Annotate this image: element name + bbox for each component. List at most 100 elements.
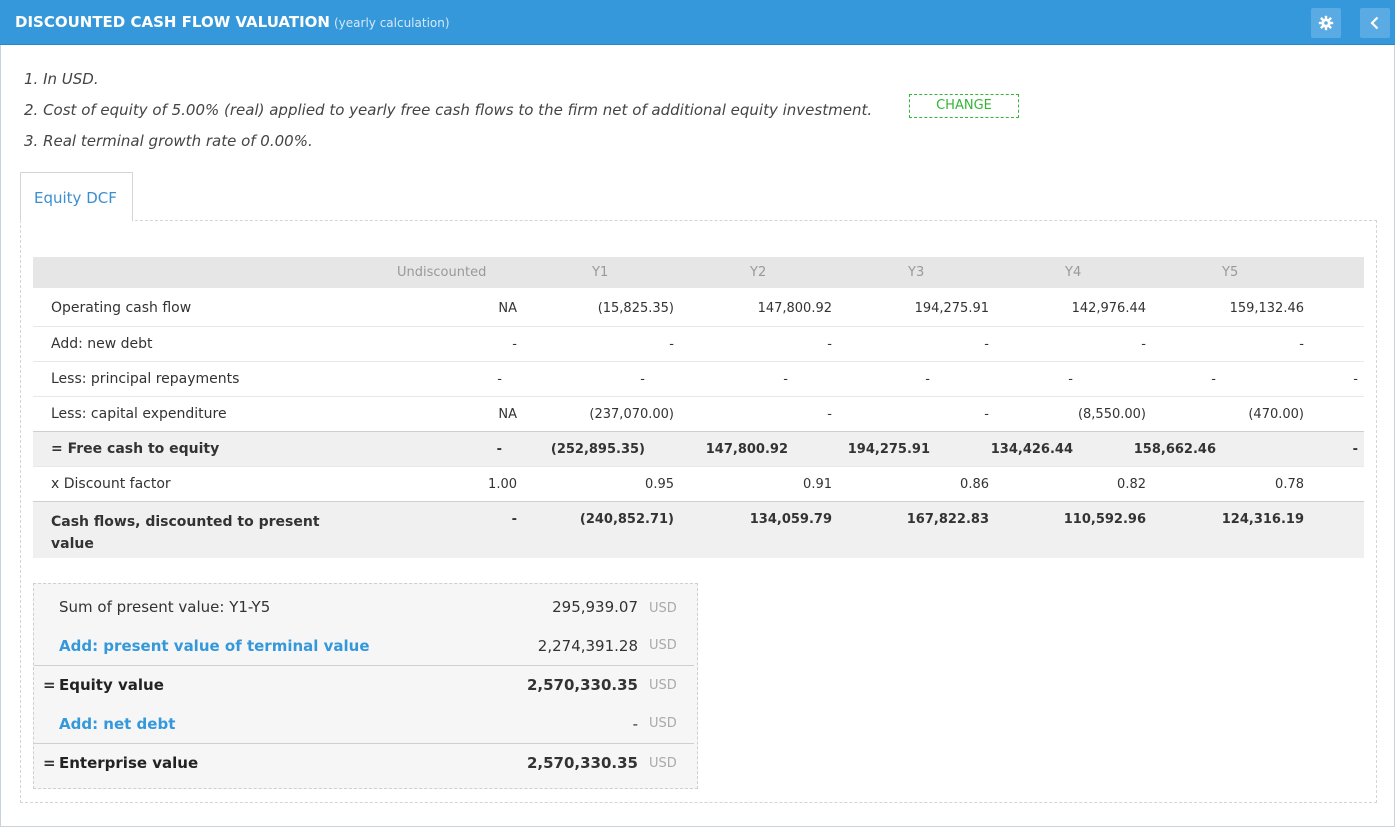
table-cell: (8,550.00) xyxy=(1077,407,1146,422)
terminal-value-link[interactable]: Add: present value of terminal value xyxy=(59,637,370,655)
table-cell: - xyxy=(1352,442,1358,457)
col-y2: Y2 xyxy=(750,265,767,280)
table-cell: - xyxy=(925,372,930,387)
row-label: x Discount factor xyxy=(51,476,171,492)
row-label: = Free cash to equity xyxy=(51,441,220,457)
summary-value: 2,274,391.28 xyxy=(537,637,638,655)
table-cell: 134,059.79 xyxy=(749,512,832,527)
settings-button[interactable] xyxy=(1311,8,1341,38)
table-cell: (240,852.71) xyxy=(579,512,674,527)
table-cell: (470.00) xyxy=(1248,407,1304,422)
table-cell: - xyxy=(1068,372,1073,387)
col-undiscounted: Undiscounted xyxy=(397,265,487,280)
table-cell: NA xyxy=(498,301,517,316)
table-row: Operating cash flow NA (15,825.35) 147,8… xyxy=(33,291,1364,327)
table-cell: 0.86 xyxy=(960,477,989,492)
table-cell: 158,662.46 xyxy=(1133,442,1216,457)
table-cell: - xyxy=(827,337,832,352)
table-cell: 142,976.44 xyxy=(1071,301,1146,316)
net-debt-link[interactable]: Add: net debt xyxy=(59,715,176,733)
summary-label: Enterprise value xyxy=(59,754,199,772)
table-cell: - xyxy=(669,337,674,352)
col-y3: Y3 xyxy=(908,265,925,280)
summary-label: Sum of present value: Y1-Y5 xyxy=(59,598,271,616)
table-cell: - xyxy=(1353,372,1358,387)
table-cell: 110,592.96 xyxy=(1063,512,1146,527)
table-row: x Discount factor 1.00 0.95 0.91 0.86 0.… xyxy=(33,467,1364,502)
table-cell: - xyxy=(827,407,832,422)
summary-unit: USD xyxy=(649,678,677,693)
panel-header: DISCOUNTED CASH FLOW VALUATION (yearly ca… xyxy=(0,0,1395,45)
table-cell: - xyxy=(512,337,517,352)
table-cell: - xyxy=(496,442,502,457)
table-cell: 124,316.19 xyxy=(1221,512,1304,527)
summary-unit: USD xyxy=(649,601,677,616)
table-cell: - xyxy=(1141,337,1146,352)
summary-row-net-debt: Add: net debt - USD xyxy=(34,715,694,743)
table-cell: 167,822.83 xyxy=(906,512,989,527)
table-cell: - xyxy=(497,372,502,387)
table-cell: 147,800.92 xyxy=(757,301,832,316)
table-cell: 1.00 xyxy=(488,477,517,492)
row-label: Cash flows, discounted to present value xyxy=(51,511,320,555)
table-cell: (237,070.00) xyxy=(589,407,674,422)
table-cell: - xyxy=(511,512,517,527)
table-cell: 0.95 xyxy=(645,477,674,492)
summary-value: 2,570,330.35 xyxy=(526,754,638,772)
equals-sign: = xyxy=(43,754,56,772)
change-button[interactable]: CHANGE xyxy=(909,94,1019,118)
table-cell: 159,132.46 xyxy=(1229,301,1304,316)
note-terminal-growth: 3. Real terminal growth rate of 0.00%. xyxy=(24,132,313,150)
table-cell: 194,275.91 xyxy=(847,442,930,457)
equals-sign: = xyxy=(43,676,56,694)
summary-row-enterprise: = Enterprise value 2,570,330.35 USD xyxy=(34,743,694,783)
row-label: Less: principal repayments xyxy=(51,371,240,387)
row-label: Add: new debt xyxy=(51,336,153,352)
table-cell: 0.78 xyxy=(1275,477,1304,492)
note-cost-of-equity: 2. Cost of equity of 5.00% (real) applie… xyxy=(24,101,873,119)
chevron-left-icon xyxy=(1370,16,1379,30)
table-row: Add: new debt - - - - - - xyxy=(33,327,1364,362)
table-cell: - xyxy=(1211,372,1216,387)
table-cell: NA xyxy=(498,407,517,422)
table-header: Undiscounted Y1 Y2 Y3 Y4 Y5 xyxy=(33,257,1364,288)
summary-unit: USD xyxy=(649,638,677,653)
summary-value: - xyxy=(632,715,638,733)
col-y5: Y5 xyxy=(1222,265,1239,280)
table-cell: 0.82 xyxy=(1117,477,1146,492)
table-cell: 0.91 xyxy=(803,477,832,492)
panel-title: DISCOUNTED CASH FLOW VALUATION (yearly ca… xyxy=(15,13,450,31)
row-label-line1: Cash flows, discounted to present xyxy=(51,514,320,530)
gear-icon xyxy=(1318,15,1334,31)
assumption-notes: 1. In USD. 2. Cost of equity of 5.00% (r… xyxy=(24,64,872,157)
table-cell: 147,800.92 xyxy=(705,442,788,457)
summary-row-equity: = Equity value 2,570,330.35 USD xyxy=(34,665,694,705)
table-cell: 134,426.44 xyxy=(990,442,1073,457)
panel-title-text: DISCOUNTED CASH FLOW VALUATION xyxy=(15,13,330,31)
summary-unit: USD xyxy=(649,756,677,771)
summary-unit: USD xyxy=(649,716,677,731)
table-cell: (15,825.35) xyxy=(597,301,674,316)
summary-row-sum-pv: Sum of present value: Y1-Y5 295,939.07 U… xyxy=(34,598,694,628)
collapse-button[interactable] xyxy=(1360,8,1390,38)
table-row: Less: capital expenditure NA (237,070.00… xyxy=(33,397,1364,432)
summary-value: 2,570,330.35 xyxy=(526,676,638,694)
table-row-total: = Free cash to equity - (252,895.35) 147… xyxy=(33,431,1364,467)
table-cell: - xyxy=(640,372,645,387)
table-cell: - xyxy=(984,337,989,352)
row-label-line2: value xyxy=(51,536,94,552)
row-label: Less: capital expenditure xyxy=(51,406,227,422)
col-y1: Y1 xyxy=(592,265,609,280)
table-cell: - xyxy=(783,372,788,387)
note-currency: 1. In USD. xyxy=(24,70,99,88)
table-cell: - xyxy=(984,407,989,422)
table-row: Less: principal repayments - - - - - - - xyxy=(33,362,1364,397)
valuation-summary: Sum of present value: Y1-Y5 295,939.07 U… xyxy=(33,583,698,789)
tab-equity-dcf[interactable]: Equity DCF xyxy=(20,172,133,222)
summary-label: Equity value xyxy=(59,676,164,694)
col-y4: Y4 xyxy=(1065,265,1082,280)
table-cell: - xyxy=(1299,337,1304,352)
table-cell: (252,895.35) xyxy=(550,442,645,457)
summary-row-terminal: Add: present value of terminal value 2,2… xyxy=(34,637,694,665)
panel-subtitle: (yearly calculation) xyxy=(333,16,450,30)
